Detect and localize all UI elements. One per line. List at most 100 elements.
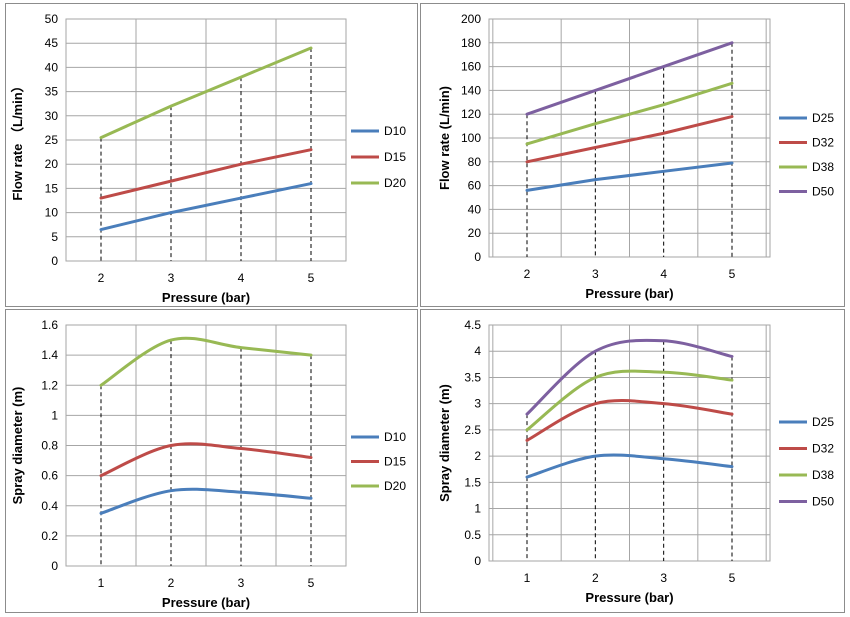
- legend-label-d32: D32: [812, 136, 834, 150]
- y-tick-label: 3.5: [464, 370, 481, 384]
- legend-label-d10: D10: [384, 124, 406, 138]
- x-axis-title: Pressure (bar): [585, 590, 673, 605]
- series-line-d50: [525, 338, 734, 416]
- x-tick-label: 2: [592, 571, 599, 585]
- x-axis-title: Pressure (bar): [162, 595, 250, 610]
- legend-label-d50: D50: [812, 495, 834, 509]
- series-line-d20: [99, 46, 313, 140]
- series-line-d15: [99, 148, 313, 200]
- y-tick-label: 15: [45, 181, 59, 195]
- legend-label-d38: D38: [812, 160, 834, 174]
- series-line-d38: [525, 81, 734, 146]
- y-tick-label: 1: [51, 408, 58, 422]
- y-tick-label: 25: [45, 133, 59, 147]
- y-tick-label: 5: [51, 230, 58, 244]
- y-tick-label: 200: [461, 12, 481, 26]
- series-line-d32: [525, 399, 734, 442]
- chart-panel-flow-large: 0 20 40 60 80 100 120 140 160 180 200 2 3 4 5 D25 D32 D38…: [420, 3, 845, 307]
- y-tick-label: 45: [45, 36, 59, 50]
- y-tick-label: 0: [474, 250, 481, 264]
- y-tick-label: 30: [45, 109, 59, 123]
- x-tick-label: 5: [729, 571, 736, 585]
- x-tick-label: 2: [168, 576, 175, 590]
- legend-label-d15: D15: [384, 455, 406, 469]
- series-line-d10: [99, 487, 313, 515]
- chart-panel-flow-small: 0 5 10 15 20 25 30 35 40 45 50 2 3 4 5 D10 D15 D20 Pressur…: [5, 3, 418, 307]
- y-tick-label: 0.4: [41, 499, 58, 513]
- x-tick-label: 2: [98, 271, 105, 285]
- y-tick-label: 160: [461, 60, 481, 74]
- series-line-d10: [99, 182, 313, 232]
- legend-label-d20: D20: [384, 176, 406, 190]
- x-tick-label: 3: [592, 267, 599, 281]
- y-tick-label: 0.5: [464, 528, 481, 542]
- legend-label-d25: D25: [812, 415, 834, 429]
- x-tick-label: 5: [308, 576, 315, 590]
- legend-label-d50: D50: [812, 185, 834, 199]
- legend-label-d32: D32: [812, 442, 834, 456]
- chart-svg: 0 20 40 60 80 100 120 140 160 180 200 2 3 4 5 D25 D32 D38…: [437, 12, 834, 301]
- plot-area: [488, 18, 771, 258]
- y-tick-label: 0: [51, 254, 58, 268]
- x-axis-title: Pressure (bar): [585, 286, 673, 301]
- chart-svg: 0 0.5 1 1.5 2 2.5 3 3.5 4 4.5 1 2 3 5 D25 D32 D38 D50 Pres…: [437, 318, 834, 605]
- y-tick-label: 10: [45, 206, 59, 220]
- y-tick-label: 60: [468, 179, 482, 193]
- y-tick-label: 180: [461, 36, 481, 50]
- series-line-d25: [525, 161, 734, 192]
- y-tick-label: 50: [45, 12, 59, 26]
- y-tick-label: 20: [468, 226, 482, 240]
- x-tick-label: 5: [308, 271, 315, 285]
- y-tick-label: 20: [45, 157, 59, 171]
- series-line-d20: [99, 336, 313, 387]
- y-tick-label: 120: [461, 107, 481, 121]
- x-tick-label: 4: [660, 267, 667, 281]
- legend-label-d10: D10: [384, 430, 406, 444]
- y-tick-label: 100: [461, 131, 481, 145]
- x-tick-label: 3: [238, 576, 245, 590]
- y-axis-title: Flow rate (L/min): [437, 86, 452, 190]
- y-tick-label: 140: [461, 83, 481, 97]
- x-tick-label: 3: [660, 571, 667, 585]
- plot-area: [488, 324, 771, 562]
- x-tick-label: 3: [168, 271, 175, 285]
- y-tick-label: 0: [474, 554, 481, 568]
- y-axis-title: Spray diameter (m): [10, 387, 25, 505]
- series-line-d38: [525, 369, 734, 432]
- x-tick-label: 2: [524, 267, 531, 281]
- chart-svg: 0 0.2 0.4 0.6 0.8 1 1.2 1.4 1.6 1 2 3 5 D10 D15 D20 Pres…: [10, 318, 406, 610]
- y-tick-label: 1.4: [41, 348, 58, 362]
- legend-label-d20: D20: [384, 479, 406, 493]
- x-axis-title: Pressure (bar): [162, 290, 250, 305]
- y-tick-label: 3: [474, 397, 481, 411]
- y-tick-label: 1.5: [464, 475, 481, 489]
- y-tick-label: 1.6: [41, 318, 58, 332]
- legend-label-d38: D38: [812, 468, 834, 482]
- y-tick-label: 40: [468, 202, 482, 216]
- x-tick-label: 5: [729, 267, 736, 281]
- series-line-d15: [99, 442, 313, 478]
- y-tick-label: 1.2: [41, 378, 58, 392]
- y-tick-label: 40: [45, 60, 59, 74]
- plot-area: [65, 18, 347, 262]
- series-line-d32: [525, 115, 734, 164]
- y-tick-label: 0.8: [41, 439, 58, 453]
- y-tick-label: 0: [51, 559, 58, 573]
- y-tick-label: 80: [468, 155, 482, 169]
- y-tick-label: 2: [474, 449, 481, 463]
- y-tick-label: 35: [45, 85, 59, 99]
- legend-label-d25: D25: [812, 111, 834, 125]
- y-tick-label: 0.2: [41, 529, 58, 543]
- y-axis-title: Flow rate （L/min）: [10, 79, 25, 200]
- chart-panel-spray-large: 0 0.5 1 1.5 2 2.5 3 3.5 4 4.5 1 2 3 5 D25 D32 D38 D50 Pres…: [420, 309, 845, 613]
- y-tick-label: 2.5: [464, 423, 481, 437]
- chart-panel-spray-small: 0 0.2 0.4 0.6 0.8 1 1.2 1.4 1.6 1 2 3 5 D10 D15 D20 Pres…: [5, 309, 418, 613]
- series-line-d25: [525, 453, 734, 479]
- x-tick-label: 1: [524, 571, 531, 585]
- x-tick-label: 1: [98, 576, 105, 590]
- plot-area: [65, 324, 347, 567]
- legend-label-d15: D15: [384, 150, 406, 164]
- y-tick-label: 4: [474, 344, 481, 358]
- series-line-d50: [525, 41, 734, 116]
